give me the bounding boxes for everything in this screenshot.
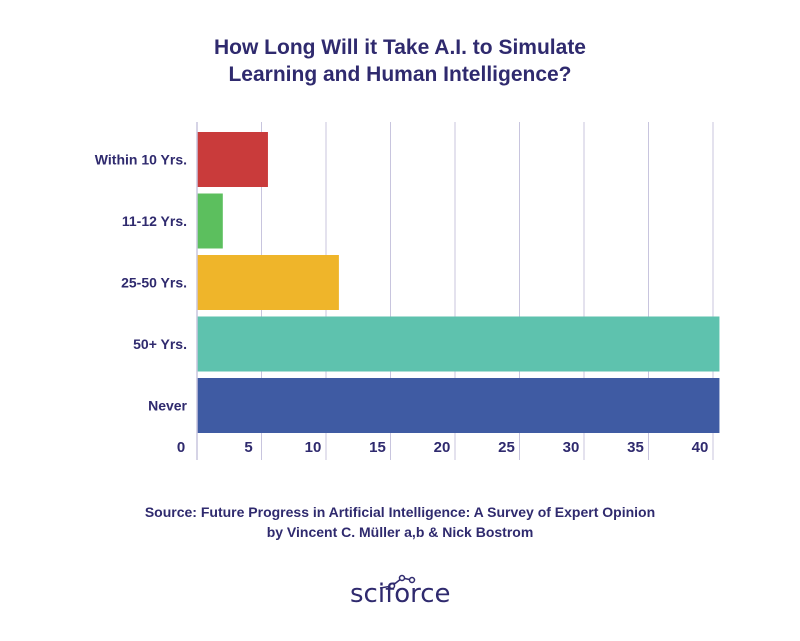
x-tick-label-3: 15 — [369, 439, 386, 456]
bar-3 — [197, 316, 720, 372]
x-tick-label-1: 5 — [244, 439, 252, 456]
source-line-2: by Vincent C. Müller a,b & Nick Bostrom — [266, 524, 534, 540]
bar-1 — [197, 193, 223, 249]
chart-title: How Long Will it Take A.I. to Simulate L… — [0, 34, 800, 88]
source-citation: Source: Future Progress in Artificial In… — [0, 502, 800, 542]
category-label-3: 50+ Yrs. — [133, 336, 187, 352]
category-label-1: 11-12 Yrs. — [122, 213, 187, 229]
x-tick-label-2: 10 — [305, 439, 322, 456]
x-tick-label-4: 20 — [434, 439, 451, 456]
logo-network-icon — [379, 574, 416, 590]
chart-title-line-2: Learning and Human Intelligence? — [228, 63, 572, 86]
source-line-1: Source: Future Progress in Artificial In… — [144, 504, 656, 520]
x-tick-label-8: 40 — [692, 439, 709, 456]
bar-0 — [197, 132, 268, 187]
sciforce-logo: sciforce — [340, 574, 470, 610]
x-tick-label-6: 30 — [563, 439, 580, 456]
logo-text: sciforce — [350, 579, 451, 609]
category-label-0: Within 10 Yrs. — [95, 152, 187, 168]
bar-4 — [197, 378, 720, 433]
bar-chart: Within 10 Yrs. 11-12 Yrs. 25-50 Yrs. 50+ Yr… — [95, 122, 720, 460]
x-tick-label-0: 0 — [177, 439, 185, 456]
bar-2 — [197, 255, 339, 310]
category-label-2: 25-50 Yrs. — [121, 275, 187, 291]
category-label-4: Never — [148, 398, 187, 414]
x-tick-label-5: 25 — [498, 439, 515, 456]
x-tick-label-7: 35 — [627, 439, 644, 456]
chart-title-line-1: How Long Will it Take A.I. to Simulate — [214, 36, 586, 59]
